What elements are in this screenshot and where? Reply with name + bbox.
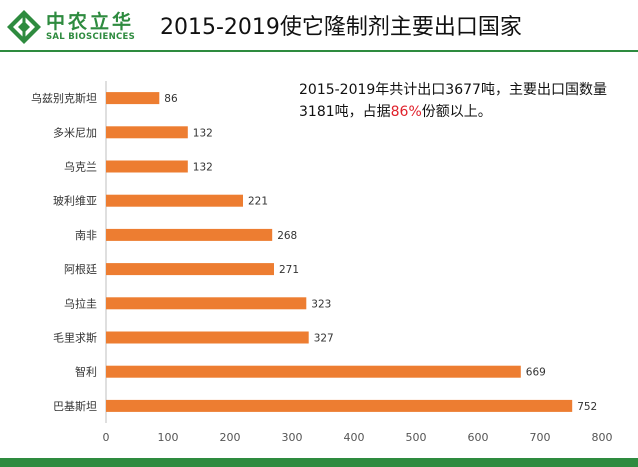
category-label: 阿根廷 — [64, 262, 97, 276]
annotation-highlight: 86% — [390, 104, 422, 120]
data-label: 221 — [248, 196, 268, 208]
data-label: 86 — [164, 93, 178, 105]
brand-emblem-icon — [7, 10, 41, 44]
bar — [106, 331, 309, 344]
category-label: 南非 — [75, 229, 97, 242]
x-tick-label: 300 — [282, 431, 303, 444]
data-label: 752 — [577, 401, 597, 413]
x-tick-label: 200 — [220, 431, 241, 444]
brand-name-cn: 中农立华 — [46, 11, 135, 33]
header-divider — [0, 50, 638, 52]
bar — [106, 365, 521, 378]
annotation-text-2: 份额以上。 — [421, 104, 492, 120]
bar — [106, 228, 273, 241]
category-label: 玻利维亚 — [53, 195, 97, 208]
bar — [106, 297, 307, 310]
x-tick-label: 500 — [406, 431, 427, 444]
bar — [106, 92, 160, 105]
bar — [106, 126, 188, 139]
category-label: 乌拉圭 — [64, 296, 97, 310]
brand-name-en: SAL BIOSCIENCES — [46, 32, 136, 42]
category-label: 多米尼加 — [53, 125, 97, 139]
x-tick-label: 800 — [592, 431, 613, 444]
data-label: 271 — [279, 264, 299, 276]
x-tick-label: 400 — [344, 431, 365, 444]
category-label: 毛里求斯 — [53, 332, 97, 345]
bar — [106, 194, 243, 207]
brand-logo: 中农立华 SAL BIOSCIENCES — [6, 7, 146, 47]
category-label: 乌兹别克斯坦 — [31, 91, 97, 105]
category-label: 巴基斯坦 — [53, 399, 97, 413]
header: 中农立华 SAL BIOSCIENCES 2015-2019使它隆制剂主要出口国… — [0, 0, 638, 52]
footer-bar — [0, 458, 638, 467]
x-tick-label: 600 — [468, 431, 489, 444]
bar — [106, 263, 274, 276]
data-label: 132 — [193, 127, 213, 139]
data-label: 323 — [311, 298, 331, 310]
chart-title: 2015-2019使它隆制剂主要出口国家 — [160, 15, 522, 40]
bar — [106, 160, 188, 173]
category-label: 乌克兰 — [64, 160, 97, 174]
x-tick-label: 0 — [103, 431, 110, 444]
annotation-text-1: 2015-2019年共计出口3677吨，主要出口国数量3181吨，占据 — [299, 82, 607, 120]
bar — [106, 399, 573, 412]
x-tick-label: 100 — [158, 431, 179, 444]
data-label: 327 — [314, 333, 334, 345]
x-tick-label: 700 — [530, 431, 551, 444]
category-label: 智利 — [75, 365, 97, 379]
data-label: 669 — [526, 367, 546, 379]
data-label: 268 — [277, 230, 297, 242]
data-label: 132 — [193, 162, 213, 174]
chart-annotation: 2015-2019年共计出口3677吨，主要出口国数量3181吨，占据86%份额… — [299, 79, 629, 123]
